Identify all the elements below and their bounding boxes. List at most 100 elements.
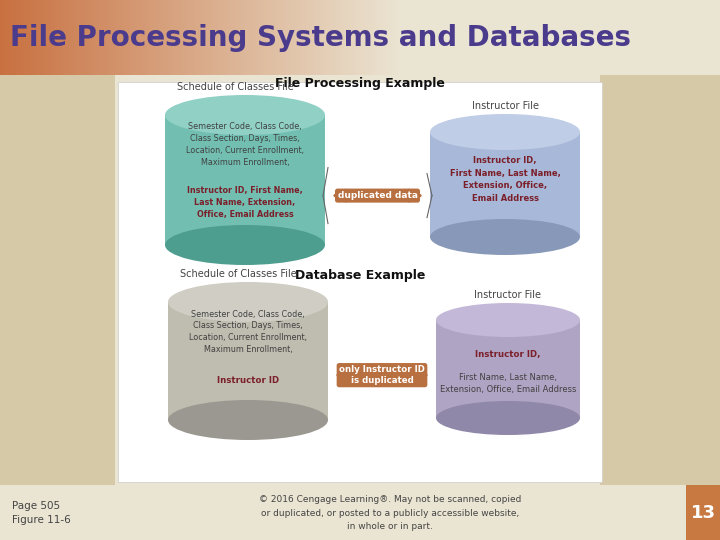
Bar: [246, 0, 247, 75]
Bar: [671, 0, 672, 75]
Bar: [703, 0, 704, 75]
Bar: [569, 0, 570, 75]
Bar: [284, 0, 285, 75]
Bar: [271, 0, 272, 75]
Bar: [549, 0, 550, 75]
Bar: [644, 0, 645, 75]
Bar: [529, 0, 530, 75]
Bar: [362, 0, 363, 75]
Bar: [598, 0, 599, 75]
Bar: [715, 0, 716, 75]
Bar: [128, 0, 129, 75]
Ellipse shape: [430, 114, 580, 150]
Bar: [301, 0, 302, 75]
Bar: [127, 0, 128, 75]
Bar: [49, 0, 50, 75]
Bar: [391, 0, 392, 75]
Bar: [25, 0, 26, 75]
Bar: [216, 0, 217, 75]
Bar: [583, 0, 584, 75]
Bar: [606, 0, 607, 75]
Bar: [655, 0, 656, 75]
Bar: [50, 0, 51, 75]
Bar: [499, 0, 500, 75]
Bar: [351, 0, 352, 75]
Bar: [395, 0, 396, 75]
Bar: [175, 0, 176, 75]
Bar: [155, 0, 156, 75]
Bar: [294, 0, 295, 75]
Bar: [312, 0, 313, 75]
Bar: [633, 0, 634, 75]
Bar: [435, 0, 436, 75]
Bar: [396, 0, 397, 75]
Bar: [54, 0, 55, 75]
Bar: [642, 0, 643, 75]
Bar: [376, 0, 377, 75]
Bar: [278, 0, 279, 75]
Ellipse shape: [168, 282, 328, 322]
Bar: [365, 0, 366, 75]
Bar: [136, 0, 137, 75]
Bar: [8, 0, 9, 75]
Bar: [360, 0, 361, 75]
Bar: [171, 0, 172, 75]
Bar: [546, 0, 547, 75]
Bar: [382, 0, 383, 75]
Bar: [466, 0, 467, 75]
Bar: [3, 0, 4, 75]
Bar: [599, 0, 600, 75]
Bar: [535, 0, 536, 75]
Bar: [452, 0, 453, 75]
Bar: [202, 0, 203, 75]
Bar: [487, 0, 488, 75]
Bar: [115, 0, 116, 75]
Bar: [518, 0, 519, 75]
Bar: [646, 0, 647, 75]
Bar: [491, 0, 492, 75]
Bar: [156, 0, 157, 75]
Bar: [394, 0, 395, 75]
Bar: [578, 0, 579, 75]
Bar: [134, 0, 135, 75]
Text: Semester Code, Class Code,
Class Section, Days, Times,
Location, Current Enrollm: Semester Code, Class Code, Class Section…: [189, 309, 307, 354]
Bar: [607, 0, 608, 75]
Bar: [256, 0, 257, 75]
Bar: [444, 0, 445, 75]
Bar: [240, 0, 241, 75]
Bar: [182, 0, 183, 75]
Bar: [470, 0, 471, 75]
Bar: [384, 0, 385, 75]
Bar: [493, 0, 494, 75]
Bar: [48, 0, 49, 75]
Bar: [198, 0, 199, 75]
Bar: [432, 0, 433, 75]
Bar: [663, 0, 664, 75]
Bar: [560, 0, 561, 75]
Bar: [550, 0, 551, 75]
Text: Instructor ID: Instructor ID: [217, 376, 279, 386]
Bar: [505, 0, 506, 75]
Bar: [203, 0, 204, 75]
Text: duplicated data: duplicated data: [338, 191, 418, 200]
Bar: [568, 0, 569, 75]
Bar: [77, 0, 78, 75]
Bar: [416, 0, 417, 75]
Bar: [635, 0, 636, 75]
Bar: [428, 0, 429, 75]
Bar: [690, 0, 691, 75]
Bar: [348, 0, 349, 75]
Bar: [337, 0, 338, 75]
Bar: [0, 75, 115, 485]
Ellipse shape: [168, 400, 328, 440]
Bar: [323, 0, 324, 75]
Bar: [197, 0, 198, 75]
Bar: [343, 0, 344, 75]
Bar: [212, 0, 213, 75]
Bar: [318, 0, 319, 75]
Bar: [417, 0, 418, 75]
Bar: [712, 0, 713, 75]
Bar: [425, 0, 426, 75]
Bar: [274, 0, 275, 75]
Bar: [714, 0, 715, 75]
